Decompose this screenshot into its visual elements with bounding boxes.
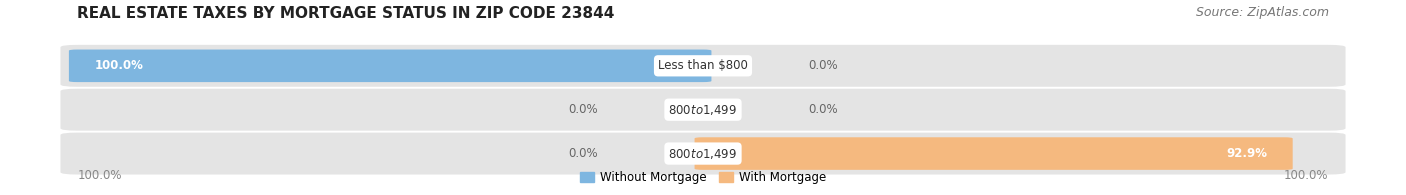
Text: 0.0%: 0.0% [808,59,838,72]
Text: 100.0%: 100.0% [77,169,122,182]
Text: 100.0%: 100.0% [1284,169,1329,182]
Text: 92.9%: 92.9% [1226,147,1267,160]
FancyBboxPatch shape [69,50,711,82]
Text: Less than $800: Less than $800 [658,59,748,72]
FancyBboxPatch shape [695,137,1292,170]
Text: 0.0%: 0.0% [808,103,838,116]
FancyBboxPatch shape [60,45,1346,87]
FancyBboxPatch shape [60,133,1346,175]
Text: Source: ZipAtlas.com: Source: ZipAtlas.com [1195,6,1329,19]
Text: 0.0%: 0.0% [568,147,598,160]
Text: $800 to $1,499: $800 to $1,499 [668,103,738,117]
Text: $800 to $1,499: $800 to $1,499 [668,147,738,160]
Legend: Without Mortgage, With Mortgage: Without Mortgage, With Mortgage [575,167,831,189]
FancyBboxPatch shape [60,89,1346,131]
Text: 100.0%: 100.0% [94,59,143,72]
Text: 0.0%: 0.0% [568,103,598,116]
Text: REAL ESTATE TAXES BY MORTGAGE STATUS IN ZIP CODE 23844: REAL ESTATE TAXES BY MORTGAGE STATUS IN … [77,6,614,21]
